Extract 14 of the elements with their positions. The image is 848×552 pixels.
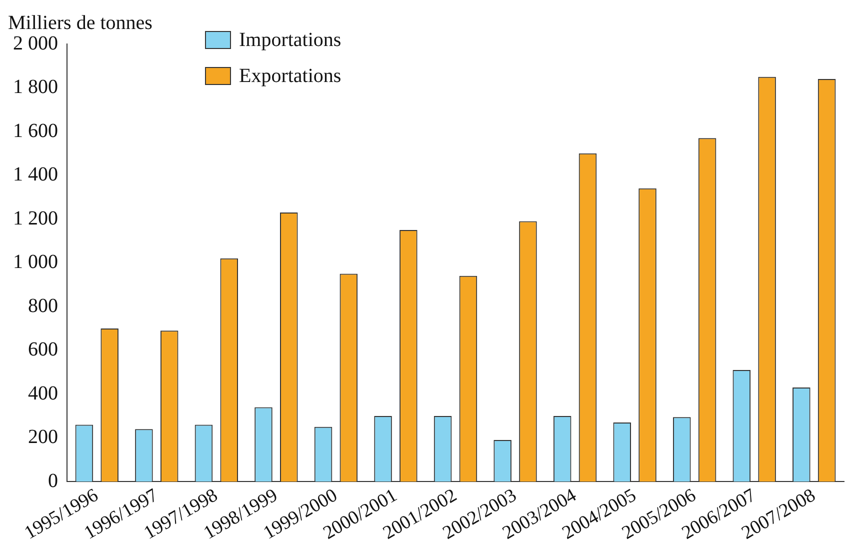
legend-label: Exportations [239, 64, 342, 88]
y-tick-label: 1 800 [13, 76, 58, 98]
y-tick-label: 1 000 [13, 251, 58, 274]
y-tick-label: 400 [28, 382, 58, 404]
y-tick-label: 200 [28, 426, 58, 448]
y-tick-label: 1 200 [13, 207, 58, 230]
y-tick-label: 1 600 [13, 120, 58, 142]
y-tick-label: 0 [48, 470, 58, 492]
y-tick-label: 2 000 [13, 32, 58, 54]
y-axis-title: Milliers de tonnes [8, 12, 152, 35]
y-tick-label: 800 [28, 294, 58, 317]
y-tick-label: 1 400 [13, 164, 58, 186]
legend-label: Importations [239, 28, 342, 52]
y-tick-label: 600 [28, 338, 58, 361]
